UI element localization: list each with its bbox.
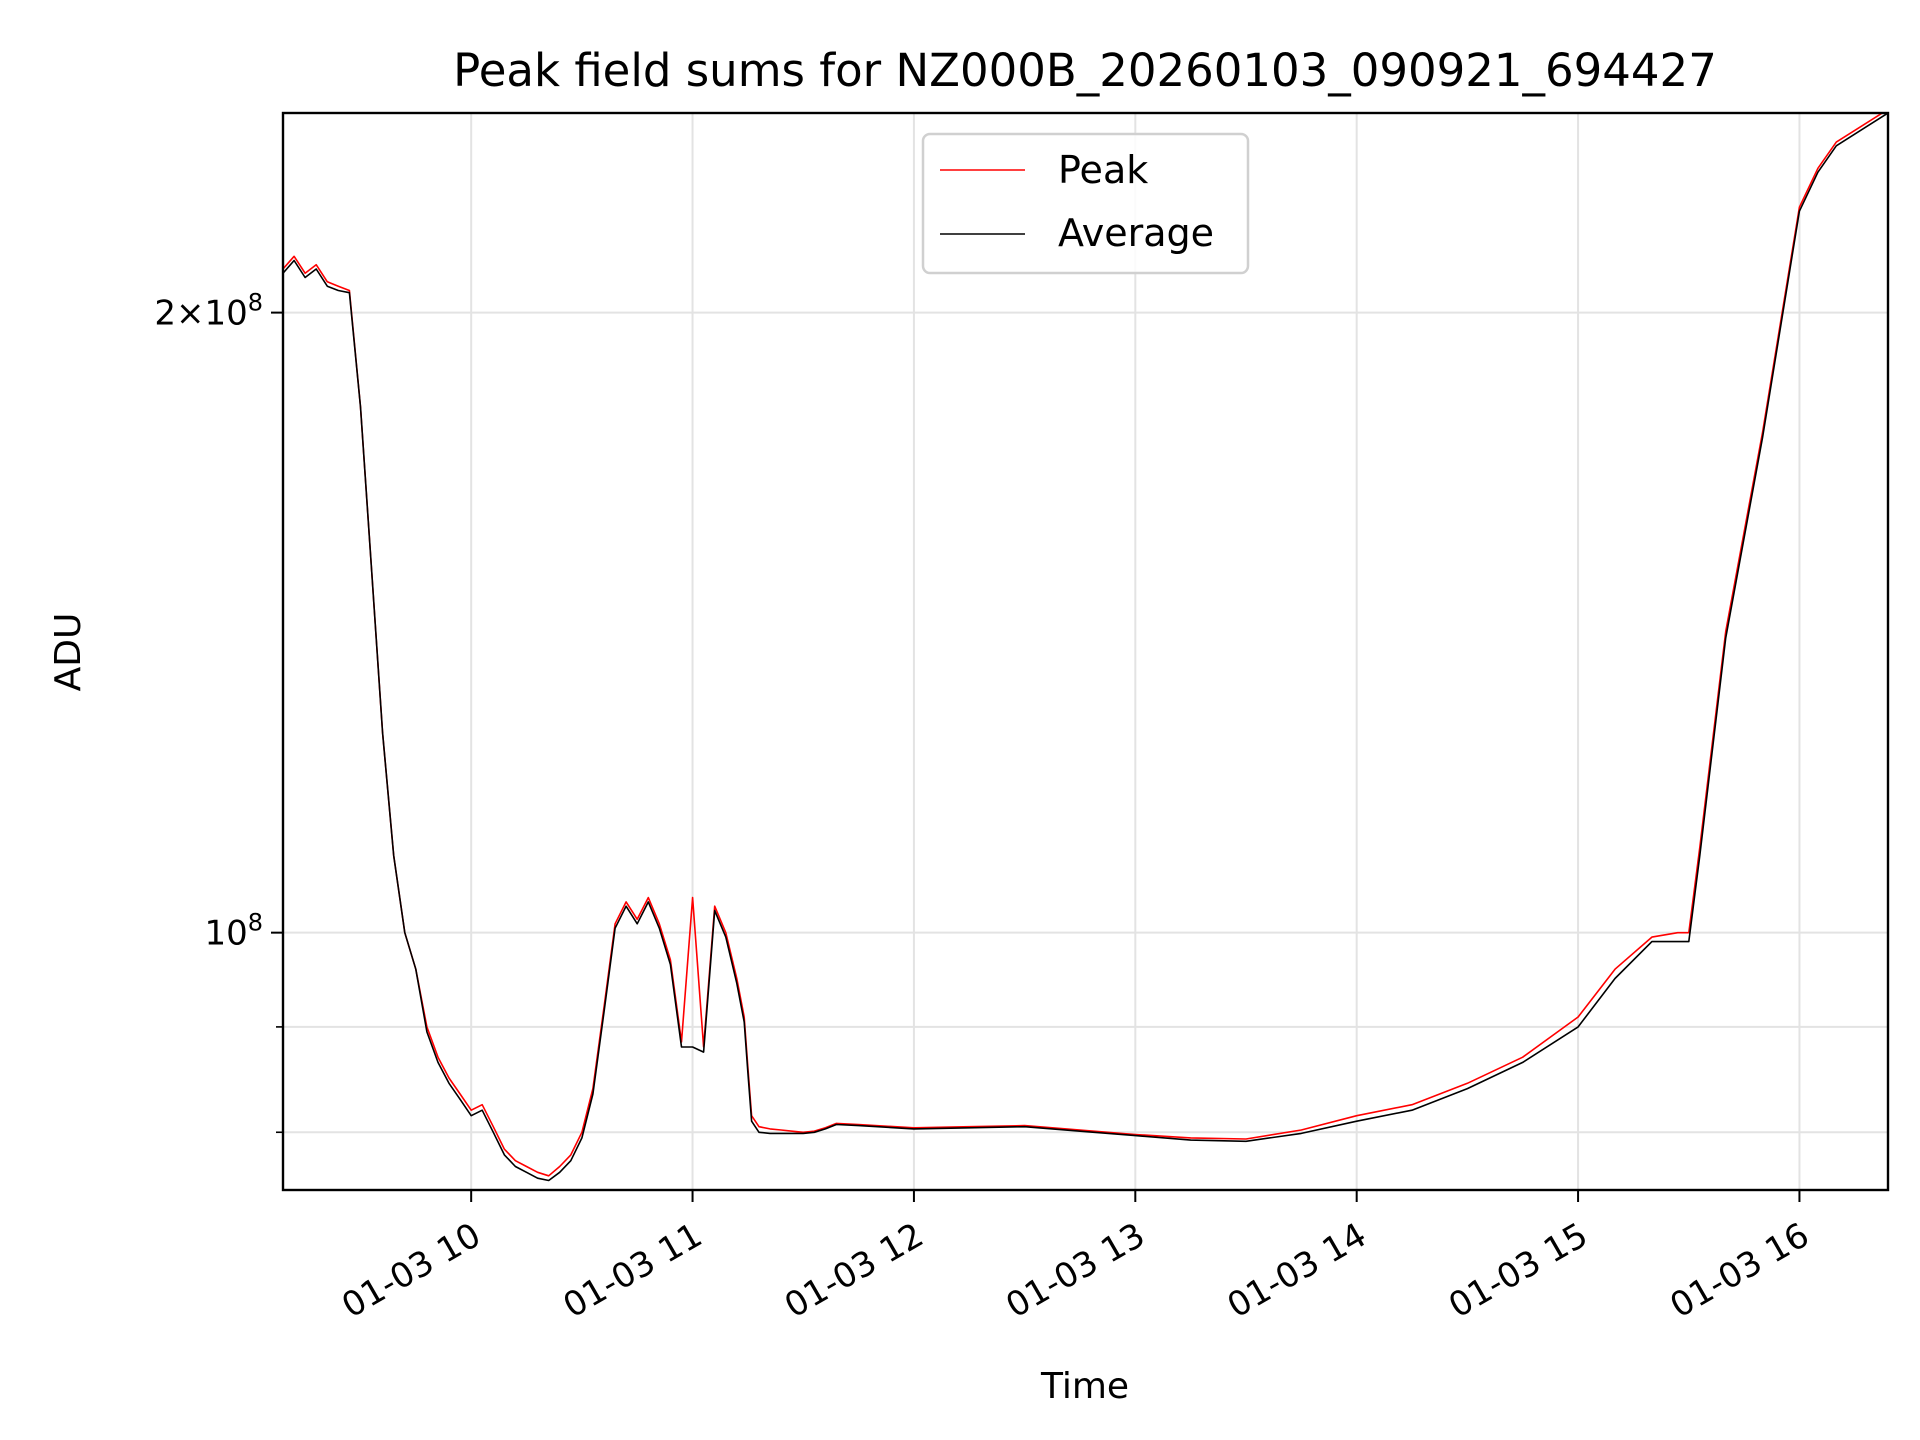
- x-tick-label: 01-03 15: [1442, 1215, 1594, 1326]
- x-tick-label: 01-03 13: [999, 1215, 1151, 1326]
- legend-box: [921, 132, 1250, 275]
- y-tick-label: 2×108: [154, 289, 263, 334]
- legend-label-average: Average: [1058, 211, 1214, 255]
- series-layer: [283, 113, 1888, 1182]
- x-axis-label: Time: [1040, 1366, 1129, 1407]
- x-axis: 01-03 10 01-03 11 01-03 12 01-03 13 01-03 14…: [335, 1190, 1816, 1326]
- y-axis-label: ADU: [48, 613, 89, 692]
- x-tick-label: 01-03 11: [557, 1215, 709, 1326]
- legend: Peak Average: [921, 132, 1250, 275]
- chart-title: Peak field sums for NZ000B_20260103_0909…: [453, 44, 1717, 97]
- y-axis: 108 2×108: [154, 289, 283, 1134]
- x-tick-label: 01-03 14: [1221, 1215, 1373, 1326]
- legend-label-peak: Peak: [1058, 148, 1148, 192]
- gridlines: [283, 113, 1888, 1190]
- y-tick-label: 108: [204, 909, 263, 954]
- plot-frame: [281, 111, 1890, 1192]
- series-line-average: [283, 113, 1888, 1182]
- x-tick-label: 01-03 10: [335, 1215, 487, 1326]
- x-tick-label: 01-03 16: [1664, 1215, 1816, 1326]
- x-tick-label: 01-03 12: [778, 1215, 930, 1326]
